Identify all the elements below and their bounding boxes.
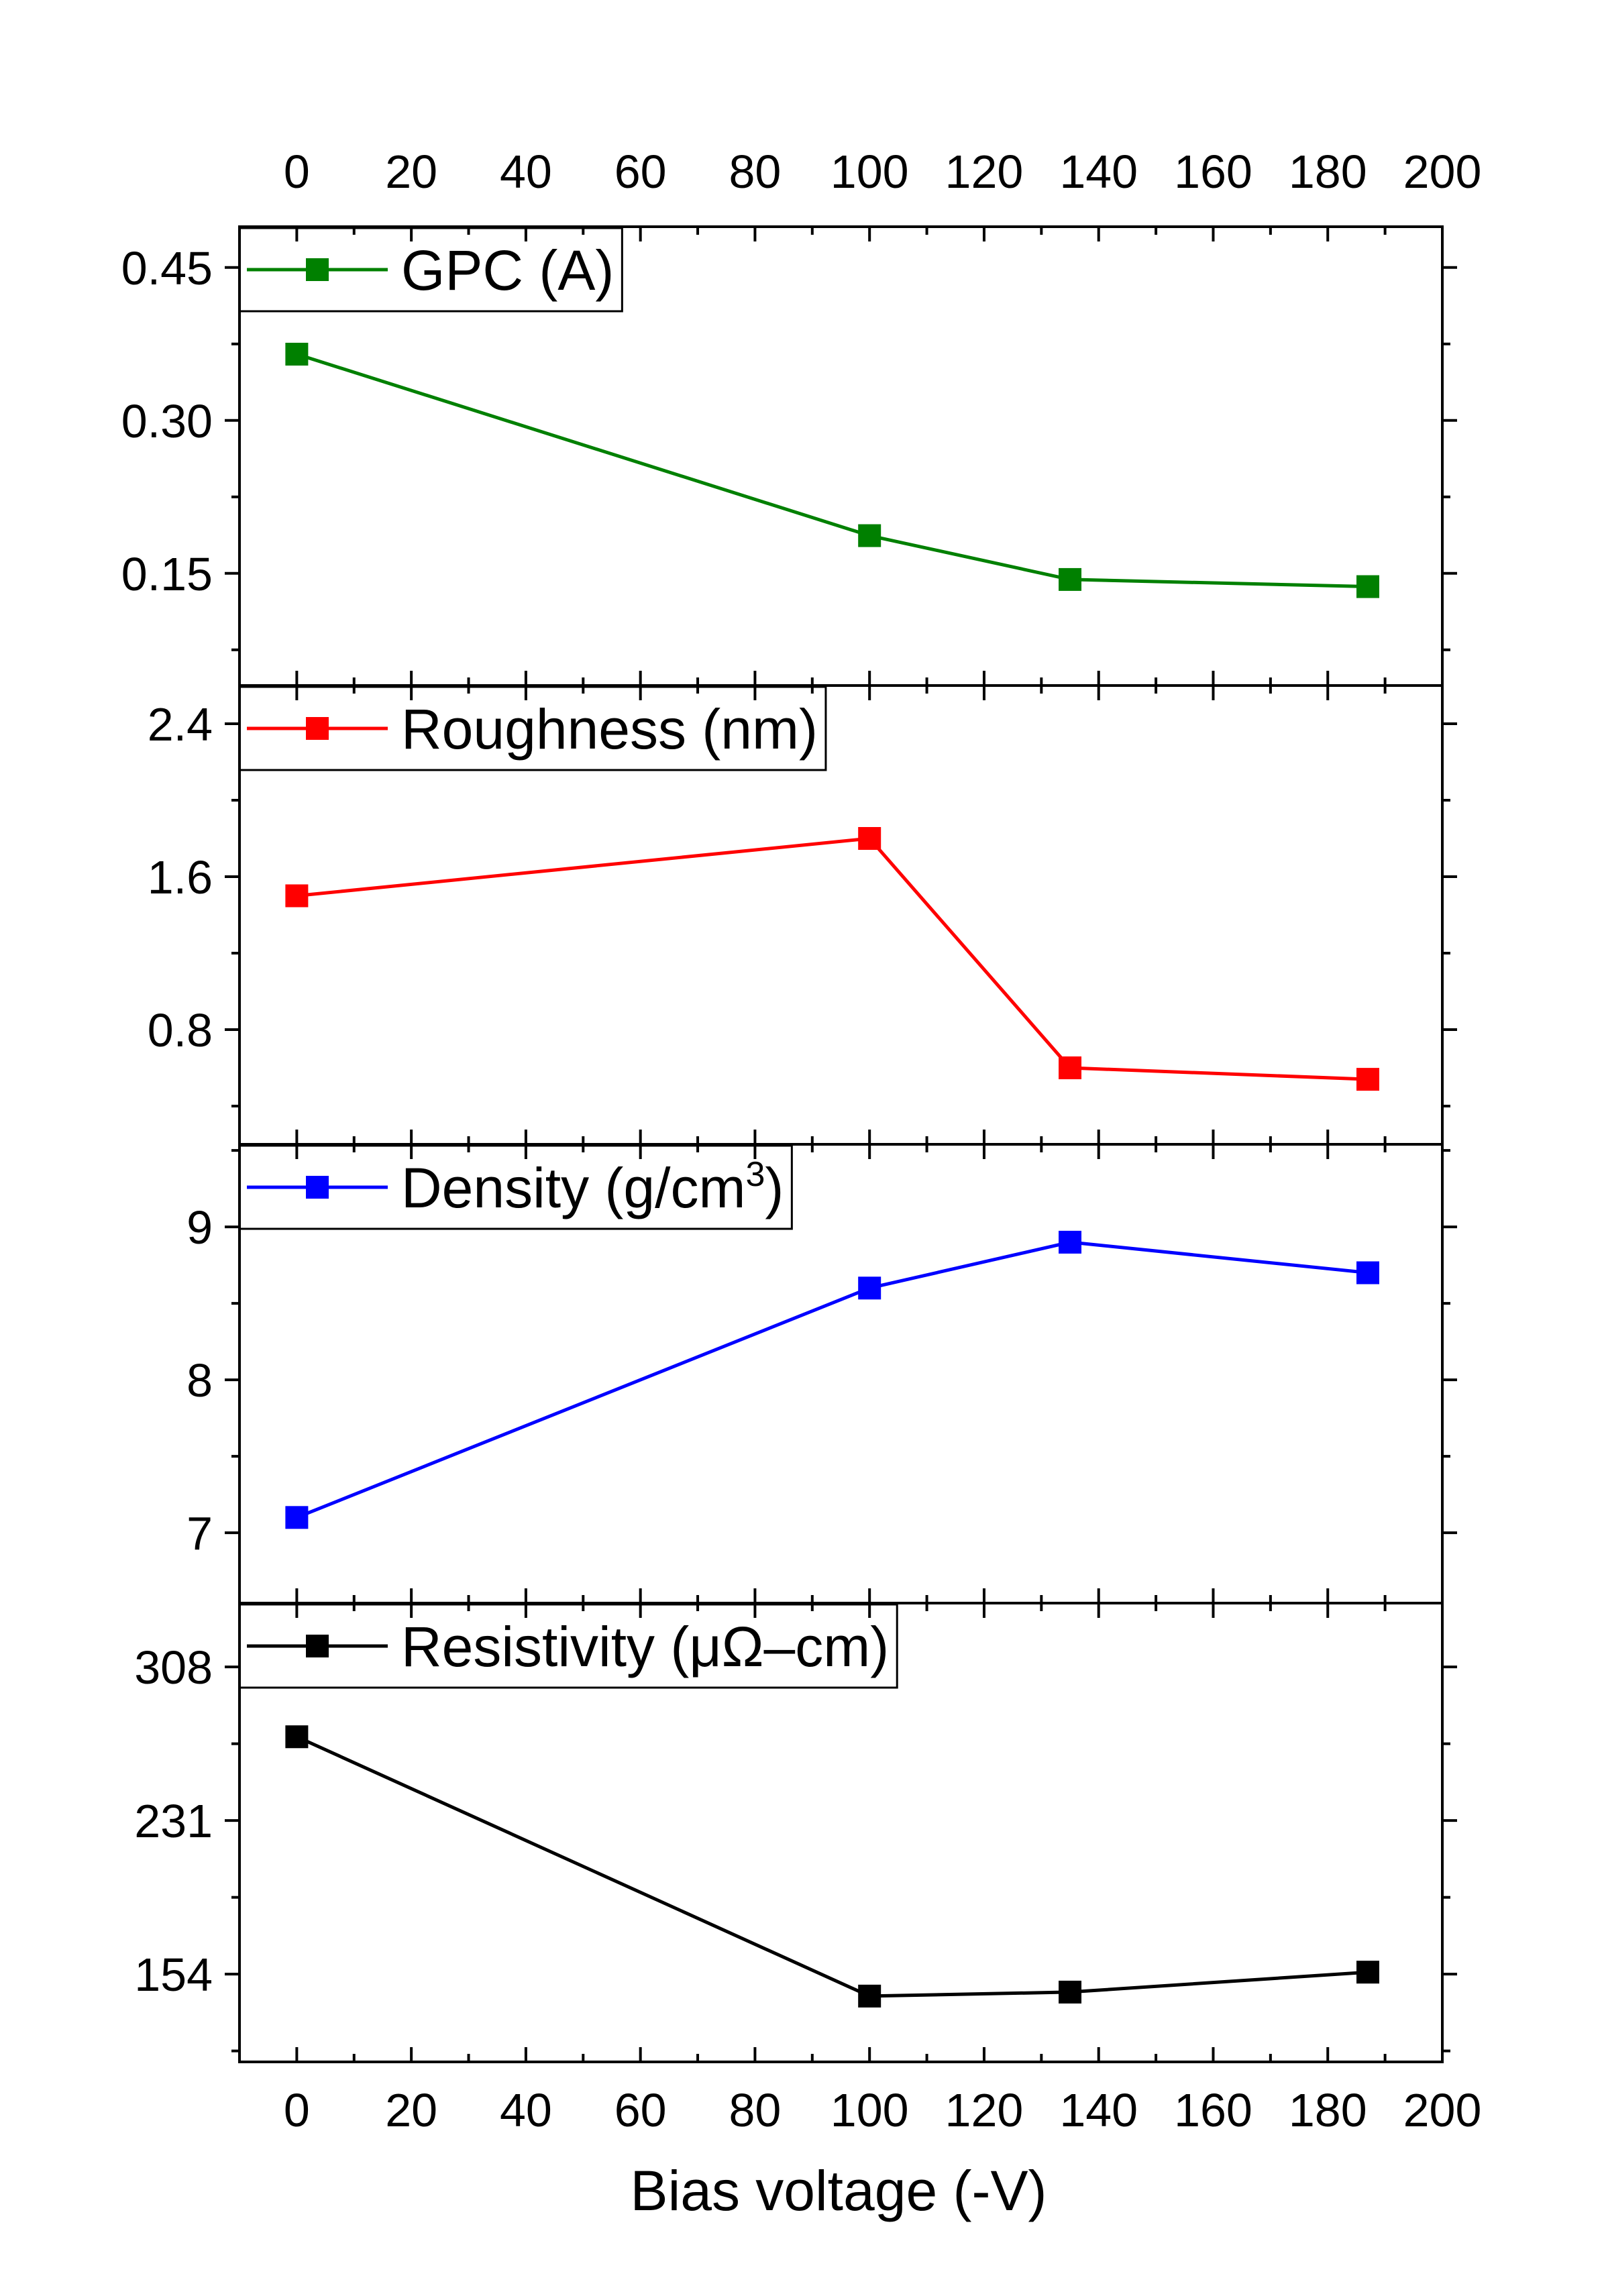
panel-2: 0.8 1.6 2.4 Roughness (nm) <box>148 684 1457 1146</box>
data-point <box>1059 567 1082 591</box>
data-point <box>858 524 881 547</box>
legend: Density (g/cm3) <box>238 1144 793 1230</box>
x-tick-label-bottom: 0 <box>284 2084 310 2136</box>
y-tick-label: 154 <box>134 1949 213 2001</box>
series-line <box>296 352 1369 589</box>
x-axis-title: Bias voltage (-V) <box>631 2159 1047 2222</box>
data-point <box>285 343 309 366</box>
legend: Roughness (nm) <box>238 686 827 771</box>
x-tick-label-top: 160 <box>1174 146 1252 198</box>
x-axis-layer: 0 0 20 20 40 40 60 60 80 80 100 100 120 120 140 140 160 1… <box>284 146 1481 2136</box>
x-tick-label-top: 180 <box>1289 146 1367 198</box>
series-line <box>296 1240 1369 1519</box>
y-tick-label: 9 <box>186 1201 213 1254</box>
data-point <box>858 1984 881 2008</box>
data-point <box>858 1276 881 1300</box>
x-tick-label-bottom: 20 <box>385 2084 437 2136</box>
panel-frame <box>238 1602 1444 2063</box>
legend-marker <box>306 1176 329 1199</box>
data-point <box>1356 1261 1380 1284</box>
x-tick-label-bottom: 100 <box>831 2084 909 2136</box>
data-point <box>1059 1056 1082 1079</box>
x-tick-label-bottom: 40 <box>500 2084 552 2136</box>
x-tick-label-top: 60 <box>614 146 667 198</box>
x-tick-label-bottom: 60 <box>614 2084 667 2136</box>
data-point <box>285 1725 309 1749</box>
legend-frame <box>238 1603 898 1689</box>
data-point <box>285 1506 309 1529</box>
data-point <box>1356 575 1380 598</box>
y-tick-label: 2.4 <box>148 698 213 751</box>
x-tick-label-top: 200 <box>1403 146 1482 198</box>
y-tick-label: 8 <box>186 1354 213 1407</box>
x-tick-label-bottom: 160 <box>1174 2084 1252 2136</box>
x-tick-label-bottom: 180 <box>1289 2084 1367 2136</box>
legend: GPC (A) <box>238 227 623 313</box>
x-tick-label-bottom: 200 <box>1403 2084 1482 2136</box>
panel-4: 154 231 308 Resistivity (μΩ–cm) <box>134 1602 1457 2063</box>
x-tick-label-top: 140 <box>1059 146 1138 198</box>
x-tick-label-top: 40 <box>500 146 552 198</box>
legend-label: Resistivity (μΩ–cm) <box>401 1615 889 1678</box>
legend-frame <box>238 1144 793 1230</box>
legend-marker <box>306 258 329 281</box>
x-tick-label-bottom: 80 <box>729 2084 781 2136</box>
data-point <box>285 884 309 908</box>
x-tick-label-top: 0 <box>284 146 310 198</box>
legend-label: GPC (A) <box>401 239 614 302</box>
series-line <box>296 1735 1369 1998</box>
data-point <box>1059 1230 1082 1254</box>
x-tick-label-top: 20 <box>385 146 437 198</box>
y-tick-label: 7 <box>186 1507 213 1560</box>
x-tick-label-top: 120 <box>945 146 1024 198</box>
legend-label: Density (g/cm3) <box>401 1155 784 1219</box>
y-tick-label: 0.8 <box>148 1004 213 1056</box>
legend-frame <box>238 686 827 771</box>
panels-layer: 0.15 0.30 0.45 GPC (A) 0.8 1.6 2.4 Roughness (n… <box>121 225 1457 2063</box>
y-tick-label: 308 <box>134 1641 213 1694</box>
legend-frame <box>238 227 623 313</box>
data-point <box>858 827 881 850</box>
series-line <box>297 836 1369 1081</box>
x-tick-label-bottom: 120 <box>945 2084 1024 2136</box>
legend-marker <box>306 717 329 740</box>
y-tick-label: 0.45 <box>121 242 213 294</box>
x-tick-label-bottom: 140 <box>1059 2084 1138 2136</box>
legend: Resistivity (μΩ–cm) <box>238 1603 898 1689</box>
panel-1: 0.15 0.30 0.45 GPC (A) <box>121 225 1457 687</box>
y-tick-label: 1.6 <box>148 851 213 904</box>
y-tick-label: 0.30 <box>121 395 213 447</box>
x-tick-label-top: 100 <box>831 146 909 198</box>
y-tick-label: 231 <box>134 1795 213 1847</box>
data-point <box>1356 1068 1380 1091</box>
x-tick-label-top: 80 <box>729 146 781 198</box>
data-point <box>1356 1961 1380 1984</box>
legend-marker <box>306 1635 329 1657</box>
y-tick-label: 0.15 <box>121 548 213 600</box>
data-point <box>1059 1980 1082 2004</box>
legend-label: Roughness (nm) <box>401 698 818 761</box>
